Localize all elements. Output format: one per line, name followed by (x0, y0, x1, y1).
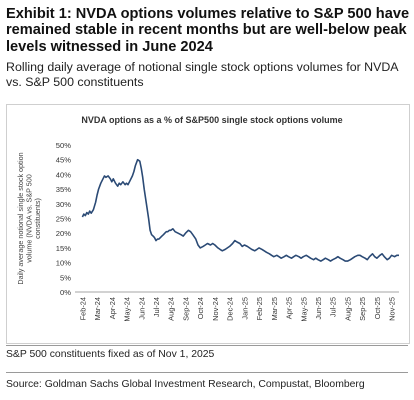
y-tick-label: 50% (56, 141, 71, 150)
x-tick-label: May-25 (299, 297, 308, 322)
y-tick-labels: 0% 5% 10% 15% 20% 25% 30% 35% 40% 45% 50% (56, 141, 71, 297)
y-tick-label: 25% (56, 215, 71, 224)
x-tick-label: Oct-24 (196, 297, 205, 319)
exhibit-title: Exhibit 1: NVDA options volumes relative… (6, 6, 410, 55)
y-tick-label: 40% (56, 170, 71, 179)
chart-panel: NVDA options as a % of S&P500 single sto… (6, 104, 410, 344)
x-tick-label: May-24 (123, 297, 132, 322)
y-axis-label: Daily average notional single stock opti… (16, 152, 42, 284)
x-tick-label: Mar-24 (93, 297, 102, 320)
x-tick-label: Jul-25 (329, 297, 338, 317)
x-tick-label: Nov-24 (211, 297, 220, 321)
source-line: Source: Goldman Sachs Global Investment … (6, 379, 365, 390)
x-tick-label: Jun-25 (314, 297, 323, 320)
y-tick-label: 20% (56, 229, 71, 238)
x-tick-label: Jun-24 (137, 297, 146, 320)
divider-top (6, 345, 408, 346)
x-tick-label: Aug-24 (167, 297, 176, 321)
x-tick-label: Apr-24 (108, 297, 117, 319)
x-tick-label: Sep-25 (358, 297, 367, 321)
y-tick-label: 30% (56, 200, 71, 209)
x-tick-label: Apr-25 (285, 297, 294, 319)
x-tick-labels: Feb-24 Mar-24 Apr-24 May-24 Jun-24 Jul-24 Aug-… (78, 297, 396, 322)
line-chart: NVDA options as a % of S&P500 single sto… (16, 115, 399, 322)
chart-title: NVDA options as a % of S&P500 single sto… (81, 115, 342, 125)
exhibit-subtitle: Rolling daily average of notional single… (6, 60, 398, 89)
y-tick-label: 35% (56, 185, 71, 194)
x-tick-label: Oct-25 (373, 297, 382, 319)
x-tick-label: Sep-24 (181, 297, 190, 321)
y-tick-label: 5% (60, 273, 71, 282)
y-tick-label: 0% (60, 288, 71, 297)
divider-bottom (6, 372, 408, 373)
x-tick-label: Nov-25 (388, 297, 397, 321)
x-tick-label: Dec-24 (226, 297, 235, 321)
y-tick-label: 15% (56, 244, 71, 253)
footnote: S&P 500 constituents fixed as of Nov 1, … (6, 349, 215, 360)
x-tick-label: Feb-25 (255, 297, 264, 320)
x-tick-label: Jan-25 (240, 297, 249, 320)
y-tick-label: 45% (56, 156, 71, 165)
x-tick-label: Jul-24 (152, 297, 161, 317)
y-tick-label: 10% (56, 259, 71, 268)
x-tick-label: Mar-25 (270, 297, 279, 320)
x-tick-label: Aug-25 (343, 297, 352, 321)
x-tick-label: Feb-24 (78, 297, 87, 320)
nvda-share-line (81, 158, 399, 262)
